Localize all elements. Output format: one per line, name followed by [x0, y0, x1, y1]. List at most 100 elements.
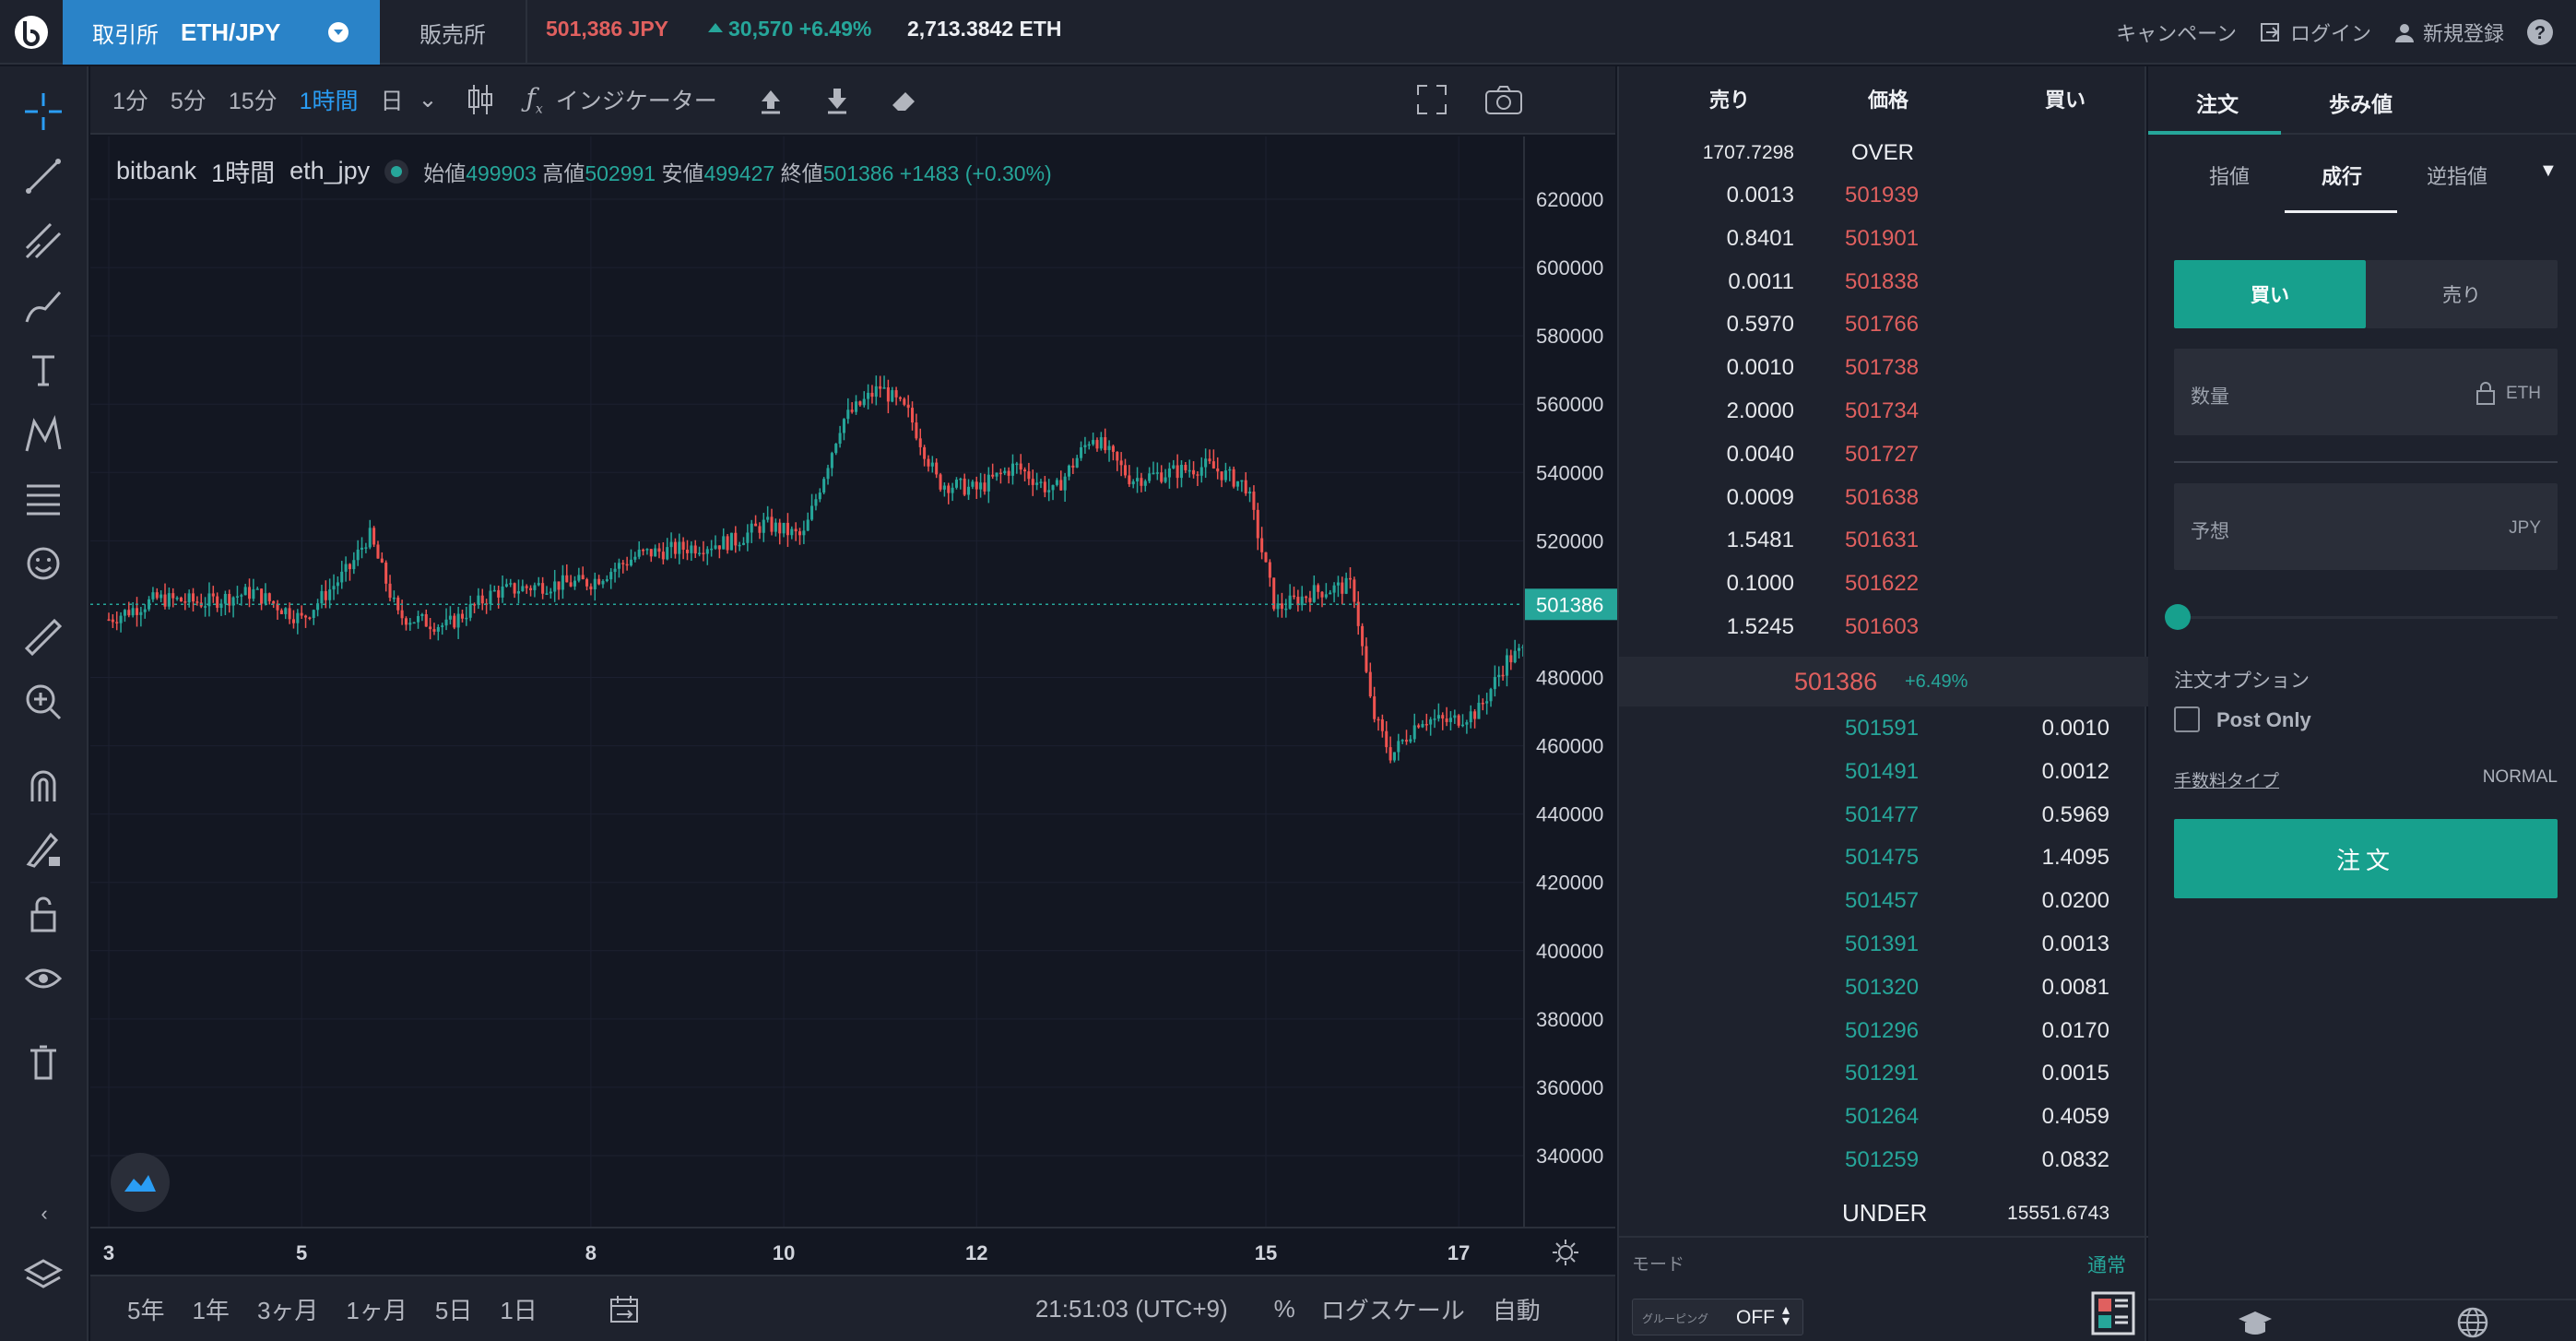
ask-row[interactable]: 2.0000 501734: [1619, 389, 2148, 432]
amount-slider-handle[interactable]: [2165, 604, 2191, 630]
bid-row[interactable]: 501475 1.4095: [1619, 836, 2148, 878]
tradingview-logo-icon[interactable]: [111, 1153, 170, 1212]
pattern-icon[interactable]: [20, 411, 66, 457]
bitbank-logo[interactable]: [0, 0, 63, 65]
exchange-tab[interactable]: 取引所 ETH/JPY: [63, 0, 380, 65]
type-dropdown-icon[interactable]: ▼: [2539, 160, 2558, 181]
price-chart[interactable]: [90, 136, 1523, 1227]
crosshair-icon[interactable]: [20, 89, 66, 135]
bid-row[interactable]: 501264 0.4059: [1619, 1095, 2148, 1137]
fee-type-link[interactable]: 手数料タイプ: [2174, 772, 2280, 791]
buy-toggle[interactable]: 買い: [2174, 260, 2366, 328]
submit-order-button[interactable]: 注文: [2174, 819, 2558, 898]
ask-row[interactable]: 1.5481 501631: [1619, 518, 2148, 561]
magnet-icon[interactable]: [20, 762, 66, 808]
time-axis[interactable]: 3 5 8 10 12 15 17: [90, 1227, 1615, 1275]
tab-trades[interactable]: 歩み値: [2329, 92, 2393, 116]
login-link[interactable]: ログイン: [2259, 18, 2371, 47]
download-icon[interactable]: [822, 85, 852, 114]
ask-row[interactable]: 1.5245 501603: [1619, 605, 2148, 647]
layers-icon[interactable]: [20, 1252, 66, 1299]
type-limit[interactable]: 指値: [2209, 165, 2251, 188]
bid-row[interactable]: 501591 0.0010: [1619, 706, 2148, 749]
type-market[interactable]: 成行: [2322, 165, 2363, 188]
percent-toggle[interactable]: %: [1273, 1294, 1295, 1323]
upload-icon[interactable]: [756, 85, 786, 114]
candlestick-chart[interactable]: [90, 136, 1523, 1227]
bid-row[interactable]: 501296 0.0170: [1619, 1009, 2148, 1051]
unlock-icon[interactable]: [20, 891, 66, 937]
pair-dropdown-icon[interactable]: [328, 22, 349, 42]
fullscreen-icon[interactable]: [1416, 84, 1448, 115]
channel-icon[interactable]: [20, 218, 66, 264]
candle-body: [267, 593, 271, 601]
log-scale-toggle[interactable]: ログスケール: [1320, 1296, 1465, 1324]
brush-icon[interactable]: [20, 282, 66, 328]
ruler-icon[interactable]: [20, 614, 66, 660]
zoom-in-icon[interactable]: [20, 679, 66, 725]
tab-order[interactable]: 注文: [2196, 92, 2239, 116]
grouping-select[interactable]: グルーピング OFF ▴ ▾: [1632, 1299, 1803, 1335]
candle-type-icon[interactable]: [466, 83, 495, 116]
range-1d[interactable]: 1日: [500, 1296, 538, 1324]
layout-icon[interactable]: [2091, 1291, 2135, 1335]
indicator-icon[interactable]: ƒx: [526, 82, 543, 117]
bid-row[interactable]: 501477 0.5969: [1619, 793, 2148, 836]
interval-1d[interactable]: 日: [380, 89, 404, 114]
graduation-cap-icon[interactable]: [2237, 1308, 2274, 1339]
ask-row[interactable]: 0.0011 501838: [1619, 260, 2148, 303]
globe-icon[interactable]: [2456, 1306, 2489, 1339]
interval-15m[interactable]: 15分: [228, 89, 278, 114]
range-1y[interactable]: 1年: [192, 1296, 230, 1324]
type-stop[interactable]: 逆指値: [2427, 165, 2488, 188]
auto-scale-toggle[interactable]: 自動: [1492, 1296, 1541, 1324]
collapse-icon[interactable]: ‹: [41, 1202, 48, 1225]
text-icon[interactable]: [20, 347, 66, 393]
range-1m[interactable]: 1ヶ月: [346, 1296, 408, 1324]
bid-row[interactable]: 501391 0.0013: [1619, 922, 2148, 965]
campaign-link[interactable]: キャンペーン: [2116, 22, 2237, 45]
ask-row[interactable]: 0.0010 501738: [1619, 346, 2148, 388]
indicator-button[interactable]: インジケーター: [555, 89, 717, 114]
fibonacci-icon[interactable]: [20, 476, 66, 522]
ask-row[interactable]: 0.1000 501622: [1619, 562, 2148, 604]
goto-date-icon[interactable]: [608, 1292, 641, 1325]
eraser-icon[interactable]: [889, 85, 918, 114]
bid-row[interactable]: 501259 0.0832: [1619, 1138, 2148, 1181]
emoji-icon[interactable]: [20, 540, 66, 587]
range-5d[interactable]: 5日: [434, 1296, 473, 1324]
lock-drawings-icon[interactable]: [20, 826, 66, 872]
ask-row[interactable]: 0.0009 501638: [1619, 476, 2148, 518]
bid-row[interactable]: 501457 0.0200: [1619, 879, 2148, 921]
trend-line-icon[interactable]: [20, 153, 66, 199]
register-link[interactable]: 新規登録: [2393, 18, 2504, 47]
sales-tab[interactable]: 販売所: [380, 0, 527, 65]
interval-1m[interactable]: 1分: [112, 89, 148, 114]
lock-icon[interactable]: [2475, 380, 2497, 406]
eye-icon[interactable]: [20, 955, 66, 1002]
bid-row[interactable]: 501291 0.0015: [1619, 1051, 2148, 1094]
sell-toggle[interactable]: 売り: [2366, 260, 2558, 328]
range-3m[interactable]: 3ヶ月: [256, 1296, 319, 1324]
ask-row[interactable]: 0.0040 501727: [1619, 433, 2148, 475]
ask-row[interactable]: 0.0013 501939: [1619, 173, 2148, 216]
ask-row[interactable]: 0.5970 501766: [1619, 303, 2148, 345]
estimate-field[interactable]: 予想 JPY: [2174, 483, 2558, 570]
mode-value[interactable]: 通常: [2087, 1255, 2126, 1276]
interval-5m[interactable]: 5分: [170, 89, 207, 114]
price-axis[interactable]: 620000 600000 580000 560000 540000 520000 4800…: [1523, 136, 1617, 1227]
interval-dropdown-icon[interactable]: ⌄: [418, 87, 438, 113]
quantity-field[interactable]: 数量 ETH: [2174, 349, 2558, 435]
interval-1h[interactable]: 1時間: [299, 89, 359, 114]
trash-icon[interactable]: [20, 1038, 66, 1085]
bid-row[interactable]: 501320 0.0081: [1619, 966, 2148, 1008]
settings-icon[interactable]: [1551, 1238, 1580, 1267]
amount-slider-track[interactable]: [2174, 616, 2558, 619]
post-only-label[interactable]: Post Only: [2216, 708, 2311, 731]
range-5y[interactable]: 5年: [127, 1296, 165, 1324]
ask-row[interactable]: 0.8401 501901: [1619, 217, 2148, 259]
bid-row[interactable]: 501491 0.0012: [1619, 750, 2148, 792]
help-icon[interactable]: ?: [2526, 18, 2554, 46]
camera-icon[interactable]: [1484, 84, 1523, 115]
post-only-checkbox[interactable]: [2174, 706, 2200, 732]
